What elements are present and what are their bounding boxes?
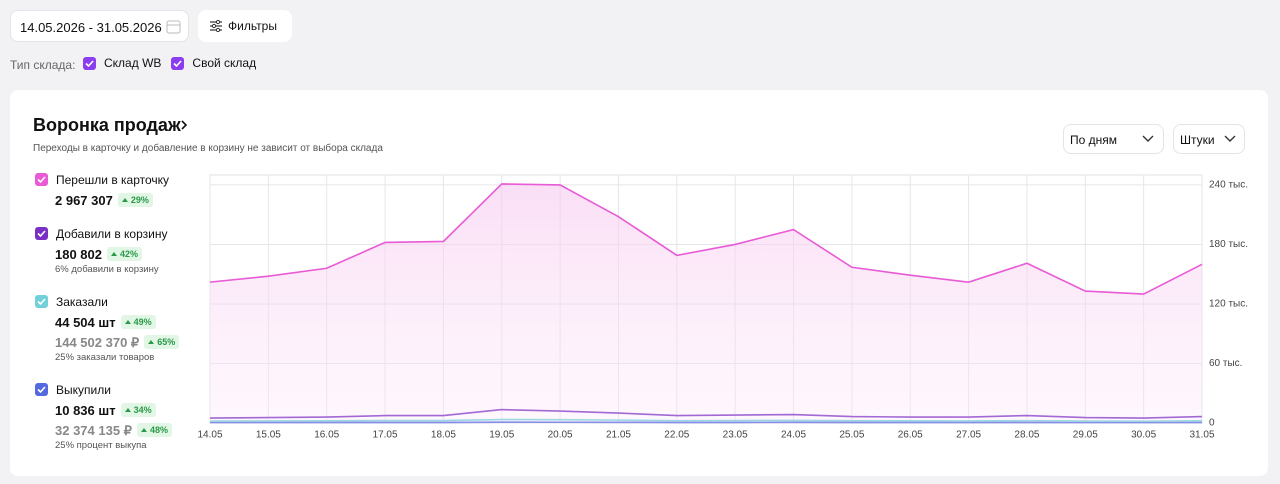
- unit-text: Штуки: [1180, 133, 1215, 147]
- x-tick-label: 20.05: [548, 430, 573, 441]
- warehouse-options: Склад WB Свой склад: [83, 56, 256, 70]
- filters-text: Фильтры: [228, 19, 277, 33]
- x-tick-label: 16.05: [314, 430, 339, 441]
- checkmark: [173, 59, 183, 67]
- calendar-icon: [166, 20, 181, 34]
- change-badge: 34%: [120, 403, 156, 417]
- y-tick-label: 120 тыс.: [1209, 299, 1248, 310]
- warehouse-option[interactable]: Склад WB: [83, 56, 161, 70]
- x-tick-label: 23.05: [723, 430, 748, 441]
- dropdown-icon: [1142, 135, 1154, 142]
- series-line: [209, 183, 1203, 295]
- legend-name: Выкупили: [56, 383, 111, 397]
- y-tick-label: 240 тыс.: [1209, 180, 1248, 191]
- legend-note: 25% процент выкупа: [55, 440, 147, 451]
- filters-icon: [210, 20, 222, 32]
- checkmark: [37, 230, 46, 238]
- legend-total: 10 836 шт: [55, 403, 116, 418]
- x-tick-label: 31.05: [1189, 430, 1214, 441]
- checkbox[interactable]: [35, 383, 48, 396]
- legend-total-row: 180 802 42%: [55, 246, 143, 264]
- checkbox-box: [35, 295, 48, 308]
- x-tick-label: 17.05: [373, 430, 398, 441]
- checkbox[interactable]: [83, 56, 96, 70]
- checkmark: [37, 298, 46, 306]
- warehouse-option[interactable]: Свой склад: [171, 56, 256, 70]
- x-tick-label: 29.05: [1073, 430, 1098, 441]
- legend-total: 44 504 шт: [55, 315, 116, 330]
- date-text: 14.05.2026 - 31.05.2026: [20, 20, 162, 35]
- legend-total: 180 802: [55, 247, 102, 262]
- legend-amount: 32 374 135 ₽: [55, 423, 132, 438]
- checkmark: [85, 59, 94, 67]
- change-badge: 42%: [107, 247, 143, 261]
- checkmark: [37, 176, 46, 184]
- checkbox[interactable]: [171, 56, 185, 70]
- x-tick-label: 27.05: [956, 430, 981, 441]
- legend-name: Перешли в карточку: [56, 173, 170, 187]
- x-tick-label: 28.05: [1014, 430, 1039, 441]
- legend-total: 2 967 307: [55, 193, 113, 208]
- checkbox-box: [35, 173, 48, 186]
- change-badge: 49%: [120, 315, 156, 329]
- x-tick-label: 25.05: [839, 430, 864, 441]
- checkbox-box: [83, 56, 96, 70]
- x-tick-label: 19.05: [489, 430, 514, 441]
- checkbox-box: [35, 383, 48, 396]
- x-tick-label: 14.05: [197, 430, 222, 441]
- x-tick-label: 15.05: [256, 430, 281, 441]
- funnel-subtitle: Переходы в карточку и добавление в корзи…: [33, 143, 383, 154]
- checkbox-box: [171, 56, 185, 70]
- y-tick-label: 60 тыс.: [1209, 358, 1242, 369]
- dropdown-icon: [1224, 135, 1236, 142]
- checkbox-box: [35, 227, 48, 240]
- legend-total-row: 2 967 307 29%: [55, 192, 153, 210]
- date-input[interactable]: 14.05.2026 - 31.05.2026: [10, 10, 189, 42]
- legend-amount: 144 502 370 ₽: [55, 335, 140, 350]
- legend-total-row: 10 836 шт 34%: [55, 402, 156, 420]
- x-tick-label: 21.05: [606, 430, 631, 441]
- y-tick-label: 0: [1209, 418, 1215, 429]
- checkbox[interactable]: [35, 227, 48, 240]
- y-tick-label: 180 тыс.: [1209, 239, 1248, 250]
- legend-total-row: 44 504 шт 49%: [55, 314, 156, 332]
- warehouse-label: Тип склада:: [10, 58, 76, 72]
- legend-name: Добавили в корзину: [56, 227, 168, 241]
- x-tick-label: 26.05: [898, 430, 923, 441]
- x-tick-label: 18.05: [431, 430, 456, 441]
- legend-name: Заказали: [56, 295, 108, 309]
- x-tick-label: 24.05: [781, 430, 806, 441]
- change-badge: 48%: [136, 423, 172, 437]
- checkbox[interactable]: [35, 295, 48, 308]
- warehouse-text: Склад WB: [104, 56, 162, 70]
- change-badge: 65%: [144, 335, 180, 349]
- unit-select[interactable]: Штуки: [1173, 124, 1245, 154]
- period-select[interactable]: По дням: [1063, 124, 1164, 154]
- funnel-title[interactable]: Воронка продаж: [33, 115, 181, 135]
- warehouse-text: Свой склад: [192, 56, 257, 70]
- legend-amount-row: 32 374 135 ₽ 48%: [55, 422, 172, 440]
- checkbox[interactable]: [35, 173, 48, 186]
- filters-button[interactable]: Фильтры: [198, 10, 292, 42]
- checkmark: [37, 386, 46, 394]
- x-tick-label: 22.05: [664, 430, 689, 441]
- legend-amount-row: 144 502 370 ₽ 65%: [55, 334, 180, 352]
- legend-note: 25% заказали товаров: [55, 352, 155, 363]
- change-badge: 29%: [117, 193, 153, 207]
- x-tick-label: 30.05: [1131, 430, 1156, 441]
- area-fill: [210, 183, 1202, 423]
- period-text: По дням: [1070, 133, 1118, 147]
- legend-note: 6% добавили в корзину: [55, 264, 159, 275]
- chevron-icon: [181, 120, 188, 130]
